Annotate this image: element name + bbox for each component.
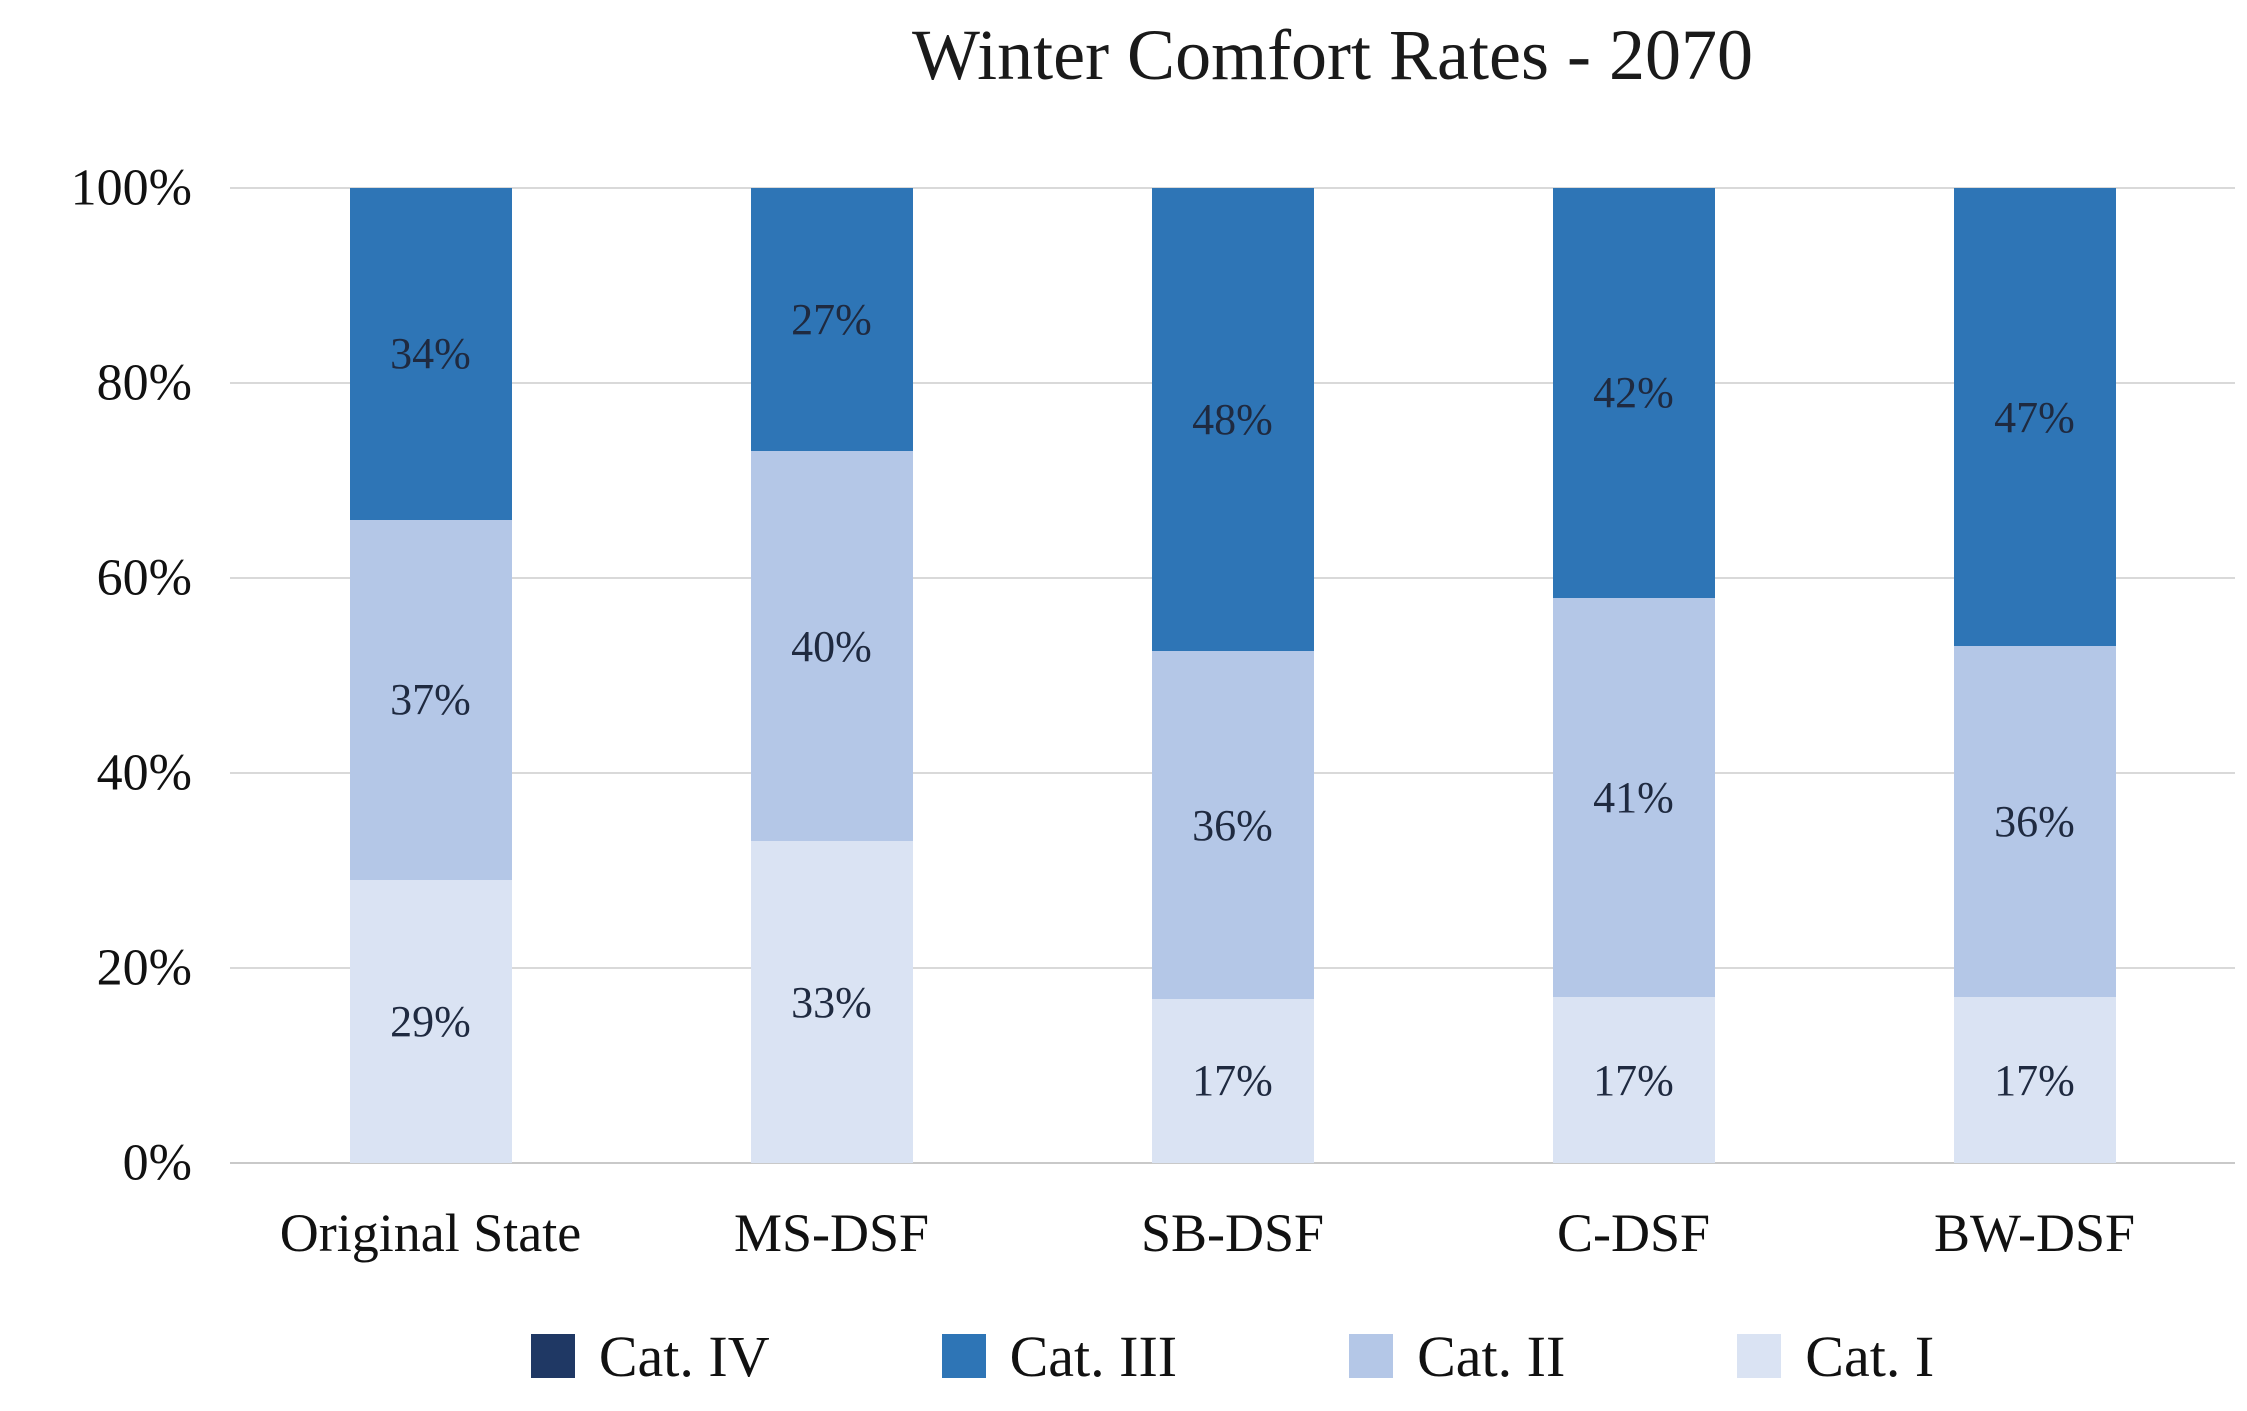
segment-data-label: 17% (1994, 1055, 2075, 1105)
legend-label: Cat. I (1805, 1323, 1935, 1389)
y-tick-label: 40% (96, 744, 192, 802)
segment-data-label: 41% (1593, 772, 1674, 822)
segment-data-label: 17% (1192, 1056, 1273, 1106)
y-tick-label: 80% (96, 354, 192, 412)
segment-data-label: 36% (1192, 800, 1273, 850)
segment-cat-iii: 42% (1552, 188, 1715, 598)
y-tick-label: 60% (96, 549, 192, 607)
legend-entry-cat-iii: Cat. III (941, 1323, 1178, 1390)
segment-data-label: 33% (791, 977, 872, 1027)
segment-cat-ii: 41% (1552, 597, 1715, 998)
legend-label: Cat. III (1009, 1323, 1178, 1389)
x-category-label: C-DSF (1556, 1203, 1711, 1263)
plot-area: 34% 37% 29% 27% 40% 33% 48% 36% 17% 42% 41% 17% 47% 3… (230, 187, 2235, 1164)
x-category-label: MS-DSF (733, 1203, 930, 1263)
bar-ms-dsf: 27% 40% 33% (750, 188, 913, 1163)
segment-cat-iii: 34% (349, 188, 512, 520)
segment-cat-iii: 47% (1953, 188, 2116, 647)
legend-swatch-icon (1737, 1334, 1782, 1378)
segment-data-label: 36% (1994, 797, 2075, 847)
bar-bw-dsf: 47% 36% 17% (1953, 188, 2116, 1163)
bar-c-dsf: 42% 41% 17% (1552, 188, 1715, 1163)
segment-cat-ii: 36% (1953, 646, 2116, 998)
bar-original-state: 34% 37% 29% (349, 188, 512, 1163)
segment-data-label: 17% (1593, 1055, 1674, 1105)
x-category-label: Original State (279, 1203, 582, 1263)
y-tick-label: 100% (70, 159, 192, 217)
legend-entry-cat-ii: Cat. II (1349, 1323, 1565, 1390)
segment-cat-ii: 37% (349, 519, 512, 881)
bar-sb-dsf: 48% 36% 17% (1151, 188, 1314, 1163)
y-tick-label: 0% (122, 1134, 192, 1192)
y-tick-label: 20% (96, 939, 192, 997)
segment-data-label: 37% (390, 675, 471, 725)
x-category-label: SB-DSF (1140, 1203, 1325, 1263)
legend-entry-cat-iv: Cat. IV (530, 1323, 770, 1390)
legend-swatch-icon (530, 1334, 575, 1378)
legend-label: Cat. IV (598, 1323, 770, 1389)
legend-swatch-icon (941, 1334, 986, 1378)
segment-data-label: 40% (791, 621, 872, 671)
segment-cat-iii: 48% (1151, 188, 1314, 652)
segment-cat-i: 17% (1151, 998, 1314, 1163)
segment-data-label: 47% (1994, 392, 2075, 442)
segment-cat-i: 17% (1953, 997, 2116, 1163)
segment-cat-ii: 40% (750, 451, 913, 842)
legend-entry-cat-i: Cat. I (1737, 1323, 1934, 1390)
segment-cat-iii: 27% (750, 188, 913, 452)
segment-data-label: 29% (390, 997, 471, 1047)
chart-title: Winter Comfort Rates - 2070 (912, 15, 1753, 95)
segment-data-label: 34% (390, 329, 471, 379)
segment-cat-i: 33% (750, 841, 913, 1163)
segment-cat-i: 17% (1552, 997, 1715, 1163)
legend: Cat. IV Cat. III Cat. II Cat. I (230, 1312, 2235, 1400)
segment-data-label: 48% (1192, 395, 1273, 445)
legend-swatch-icon (1349, 1334, 1394, 1378)
gridline-0% (230, 1162, 2235, 1164)
x-category-label: BW-DSF (1933, 1203, 2136, 1263)
segment-cat-i: 29% (349, 880, 512, 1163)
segment-cat-ii: 36% (1151, 651, 1314, 999)
segment-data-label: 27% (791, 295, 872, 345)
legend-label: Cat. II (1417, 1323, 1566, 1389)
segment-data-label: 42% (1593, 368, 1674, 418)
